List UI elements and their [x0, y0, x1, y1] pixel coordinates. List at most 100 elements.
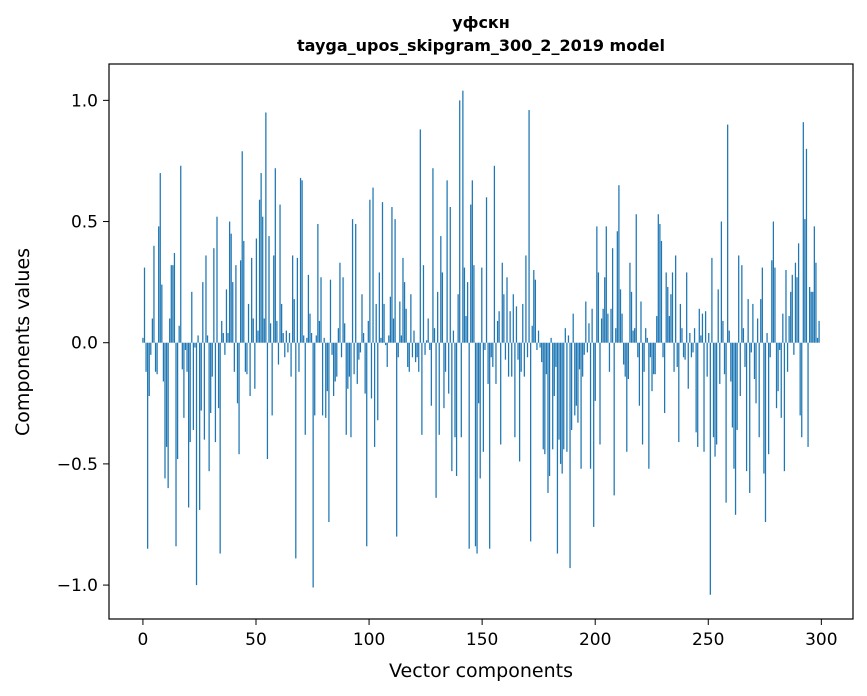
bar — [578, 342, 581, 370]
bar — [328, 342, 330, 523]
bar — [304, 342, 306, 435]
bar — [203, 342, 206, 440]
bar — [227, 333, 229, 343]
bar — [771, 260, 773, 343]
bar — [191, 291, 193, 343]
bar — [211, 342, 213, 377]
bar — [339, 262, 341, 343]
bar — [728, 330, 730, 343]
bar — [815, 262, 817, 343]
bar — [194, 342, 196, 348]
bar — [797, 243, 800, 343]
bar — [318, 320, 321, 343]
bar — [347, 342, 349, 389]
bar — [306, 337, 308, 343]
bar — [624, 342, 626, 377]
bar — [165, 342, 168, 447]
bar — [575, 342, 577, 406]
bar — [556, 342, 559, 554]
bar — [511, 342, 513, 377]
bar — [649, 342, 652, 358]
bar — [777, 342, 779, 392]
bar — [383, 303, 385, 343]
bar — [353, 342, 355, 375]
bar — [583, 342, 585, 355]
bar — [361, 294, 363, 343]
bar — [451, 342, 453, 472]
bar — [758, 342, 760, 438]
bar — [602, 308, 604, 343]
bar — [525, 255, 527, 343]
bar — [457, 294, 459, 343]
bar — [181, 342, 183, 370]
bar — [292, 255, 294, 343]
bar — [216, 216, 218, 343]
bar — [473, 265, 475, 343]
bar — [251, 257, 253, 343]
bar — [225, 289, 228, 343]
bar — [665, 272, 667, 343]
bar — [437, 291, 439, 343]
bar — [704, 311, 707, 343]
bar — [435, 342, 437, 498]
bar — [422, 265, 425, 343]
bar — [621, 313, 623, 343]
x-tick-label: 200 — [579, 630, 611, 650]
bar — [533, 270, 535, 343]
bar — [659, 223, 661, 343]
bar — [400, 335, 403, 343]
bar — [526, 342, 529, 358]
bar — [766, 333, 768, 343]
bar — [169, 318, 171, 343]
bar — [466, 282, 469, 343]
bar — [438, 342, 440, 435]
bar — [500, 342, 502, 445]
bar — [202, 282, 204, 343]
bar — [257, 330, 259, 343]
bar — [719, 342, 721, 384]
bar — [161, 284, 163, 343]
bar — [474, 342, 477, 547]
bar — [723, 342, 726, 375]
bar — [597, 272, 600, 343]
bar — [432, 168, 434, 343]
bar — [599, 342, 601, 445]
x-tick-label: 50 — [245, 630, 267, 650]
bar — [208, 342, 210, 472]
bar — [623, 342, 625, 365]
bar — [244, 342, 246, 372]
bar — [421, 342, 423, 435]
bar — [408, 342, 410, 372]
bar — [734, 342, 737, 515]
bar — [714, 342, 716, 457]
bar — [411, 342, 414, 358]
bar — [558, 342, 560, 440]
bar — [553, 342, 555, 397]
bar — [392, 318, 395, 343]
bar — [397, 342, 399, 358]
bar — [684, 342, 686, 360]
bar — [380, 337, 382, 343]
bar — [490, 342, 492, 358]
bar — [745, 342, 748, 472]
bar — [610, 308, 612, 343]
bar — [542, 342, 544, 450]
bar — [419, 129, 421, 343]
bar — [629, 262, 631, 343]
bar — [232, 282, 234, 343]
bar — [503, 294, 505, 343]
bar — [818, 320, 820, 343]
bar — [646, 337, 648, 343]
bar — [769, 342, 771, 358]
bar — [391, 206, 393, 343]
bar — [403, 282, 406, 343]
bar — [249, 342, 251, 397]
bar — [243, 240, 245, 343]
bar — [293, 299, 295, 343]
bar — [544, 342, 546, 455]
bar — [358, 342, 360, 360]
bar — [812, 291, 814, 343]
bar — [799, 342, 801, 416]
bar — [377, 342, 379, 421]
bar — [547, 342, 549, 493]
